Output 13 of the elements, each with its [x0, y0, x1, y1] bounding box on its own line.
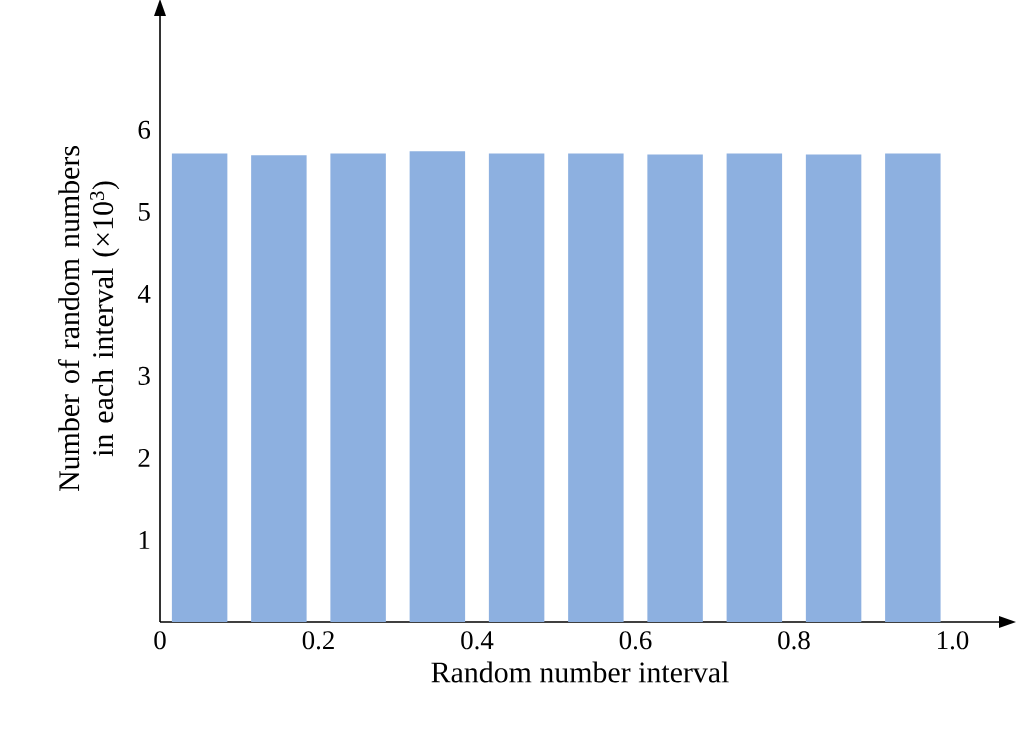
y-tick-label: 5 [138, 202, 150, 221]
x-tick-label: 0 [154, 631, 166, 650]
y-tick-label: 2 [138, 449, 150, 467]
y-tick-label: 4 [137, 285, 151, 303]
x-tick-label: 0.4 [461, 631, 494, 650]
x-tick-label: 0.8 [778, 631, 810, 650]
y-tick-label: 6 [138, 120, 151, 139]
x-axis-title: Random number interval [431, 661, 729, 683]
x-tick-label: 0.2 [302, 631, 334, 650]
y-tick-label: 3 [138, 366, 150, 385]
x-tick-label: 0.6 [619, 631, 652, 650]
x-tick-label: 1.0 [938, 631, 969, 650]
y-tick-label: 1 [139, 531, 150, 549]
